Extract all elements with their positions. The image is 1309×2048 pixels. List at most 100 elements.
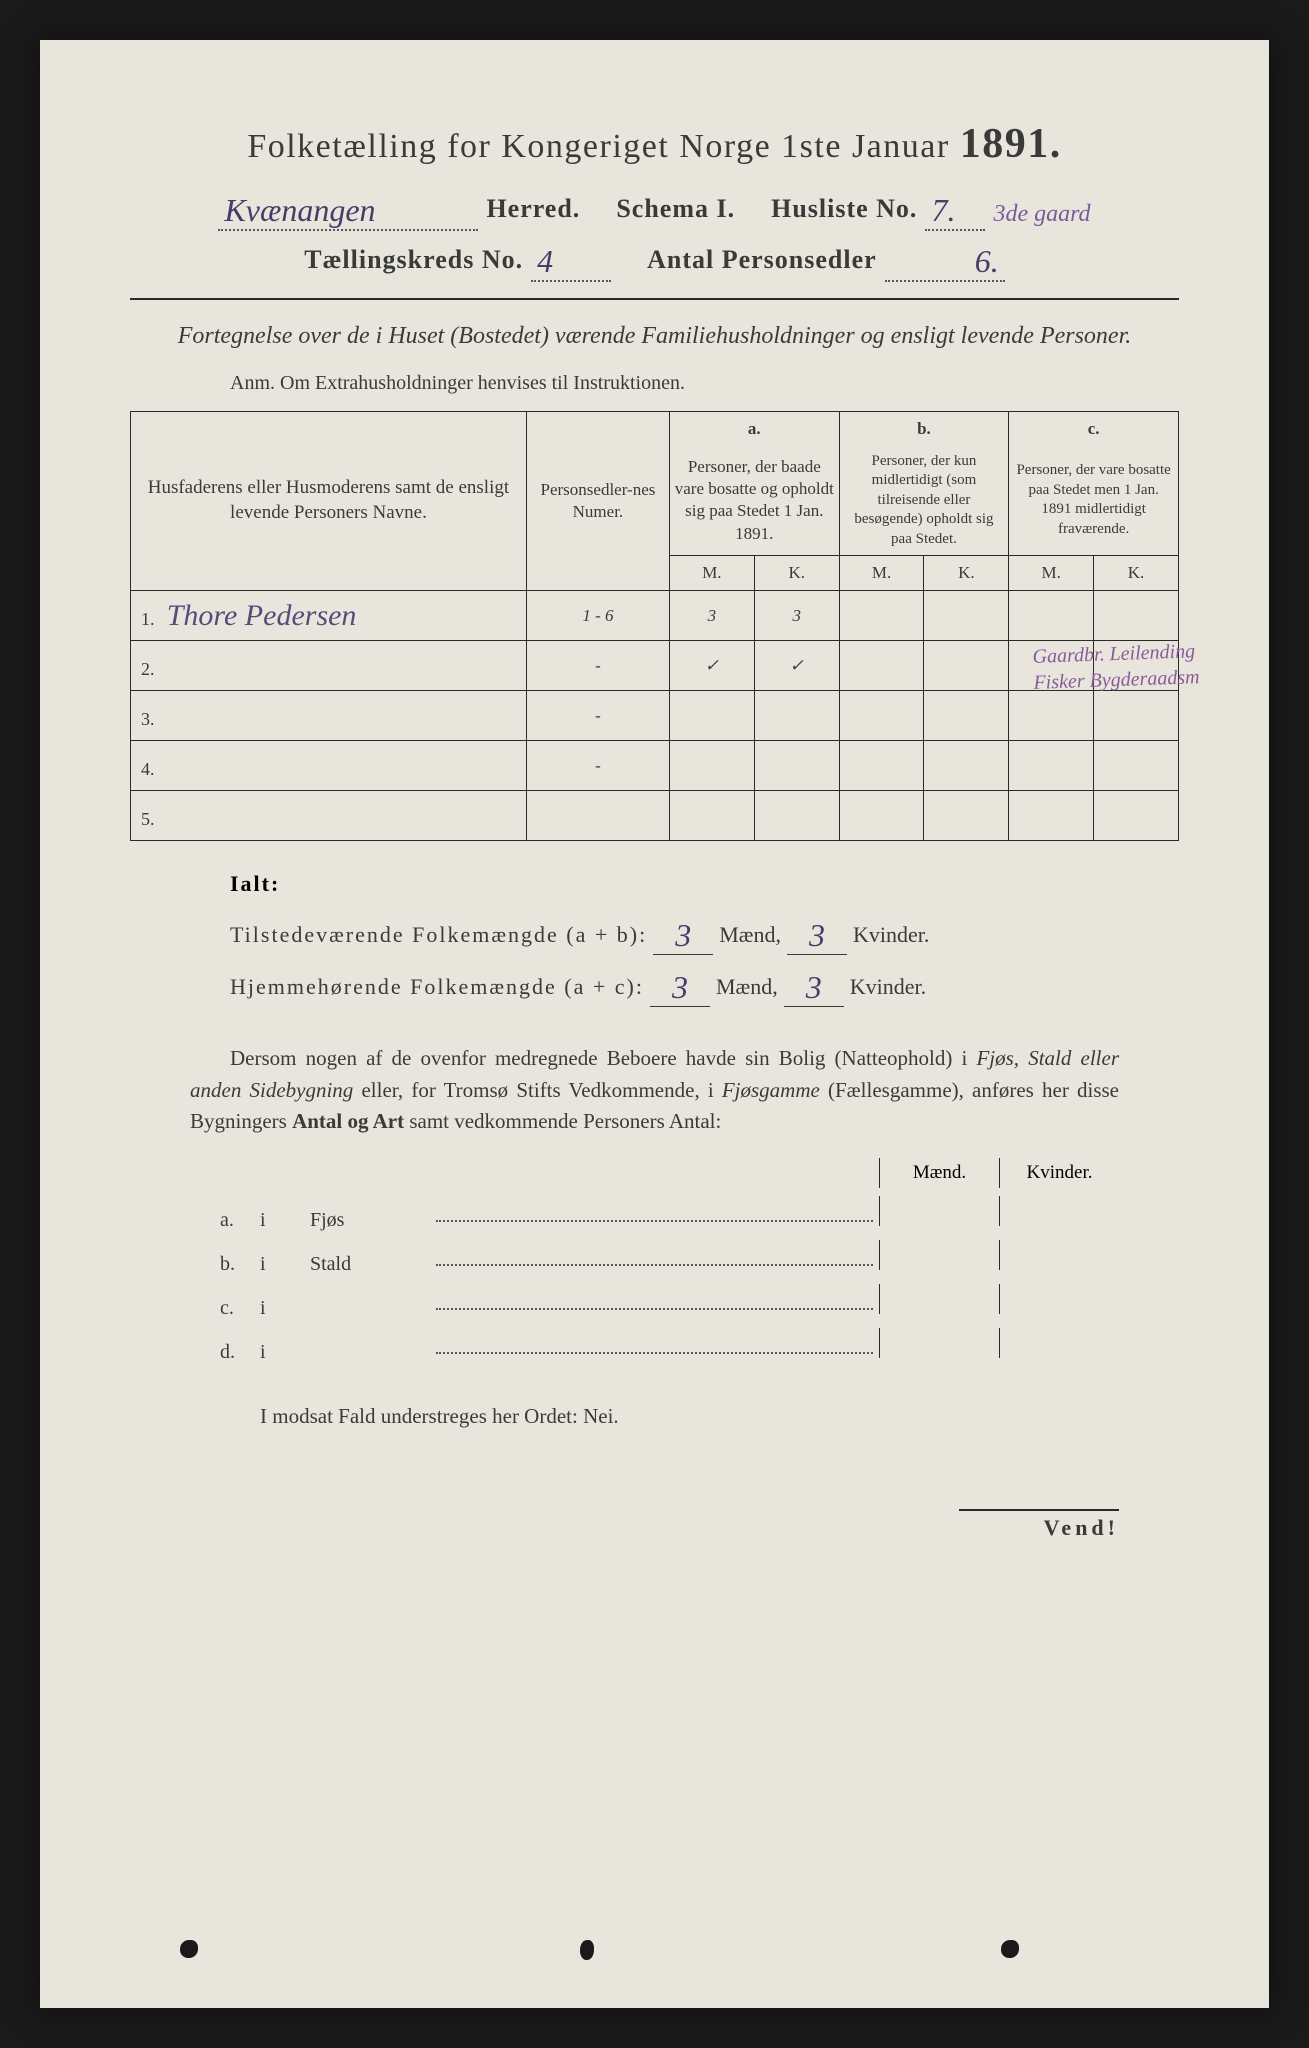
sub-kvinder-cell [999,1328,1119,1358]
sub-maend-cell [879,1240,999,1270]
tilstedevaerende-row: Tilstedeværende Folkemængde (a + b): 3 M… [230,913,1179,951]
sub-dots [436,1352,873,1354]
col-a-label-text: a. [748,419,761,438]
subtable-kvinder-label: Kvinder. [999,1158,1119,1188]
dwelling-subtable: Mænd. Kvinder. a. i Fjøs b. i Stald c. i… [220,1158,1119,1364]
main-census-table: Husfaderens eller Husmoderens samt de en… [130,411,1179,842]
a-m-cell: ✓ [669,641,754,691]
taellingskreds-label: Tællingskreds No. [304,245,523,275]
name-cell: 2. [131,641,527,691]
kvinder-label-1: Kvinder. [853,922,929,948]
row-number: 5. [141,809,155,829]
herred-value: Kvænangen [218,192,478,231]
title-line: Folketælling for Kongeriget Norge 1ste J… [130,120,1179,168]
schema-label: Schema I. [616,194,735,224]
subtable-row: a. i Fjøs [220,1196,1119,1232]
b-k-cell [924,591,1009,641]
sub-name: Fjøs [310,1209,430,1232]
sub-i: i [260,1341,310,1364]
census-form-document: Folketælling for Kongeriget Norge 1ste J… [40,40,1269,2008]
numer-cell: 1 - 6 [526,591,669,641]
vend-label: Vend! [959,1509,1119,1541]
col-b-m: M. [839,556,924,591]
a-m-cell [669,741,754,791]
col-a-k: K. [754,556,839,591]
b-m-cell [839,791,924,841]
col-b-label-text: b. [917,419,931,438]
col-c-label: c. [1009,411,1179,446]
sub-dots [436,1308,873,1310]
person-name: Thore Pedersen [167,599,357,632]
a-m-cell [669,691,754,741]
b-m-cell [839,741,924,791]
b-k-cell [924,791,1009,841]
name-cell: 5. [131,791,527,841]
title-main: Folketælling for Kongeriget Norge 1ste J… [247,128,949,165]
a-m-cell [669,791,754,841]
herred-label: Herred. [486,194,580,224]
inkblot [580,1940,594,1960]
taellingskreds-value: 4 [531,243,611,282]
sub-i: i [260,1253,310,1276]
dwelling-paragraph: Dersom nogen af de ovenfor medregnede Be… [190,1043,1119,1138]
sub-letter: b. [220,1253,260,1276]
husliste-note: 3de gaard [993,201,1090,228]
c-m-cell [1009,741,1094,791]
b-k-cell [924,691,1009,741]
col-c-m: M. [1009,556,1094,591]
ialt-label: Ialt: [230,871,1179,897]
margin-note-line-2: Fisker Bygderaadsm [1033,664,1200,696]
b-m-cell [839,591,924,641]
husliste-label: Husliste No. [771,194,917,224]
c-k-cell [1094,741,1179,791]
sub-letter: d. [220,1341,260,1364]
hjem-k-value: 3 [784,969,844,1007]
hjemmehoerende-row: Hjemmehørende Folkemængde (a + c): 3 Mæn… [230,965,1179,1003]
a-k-cell: ✓ [754,641,839,691]
sub-kvinder-cell [999,1196,1119,1226]
sub-letter: c. [220,1297,260,1320]
c-k-cell [1094,791,1179,841]
sub-dots [436,1264,873,1266]
row-number: 4. [141,759,155,779]
col-c-header: Personer, der vare bosatte paa Stedet me… [1009,446,1179,556]
antal-value: 6. [885,243,1005,282]
maend-label-2: Mænd, [716,974,778,1000]
antal-label: Antal Personsedler [647,245,877,275]
col-b-header: Personer, der kun midlertidigt (som tilr… [839,446,1009,556]
c-k-cell [1094,691,1179,741]
subtitle: Fortegnelse over de i Huset (Bostedet) v… [130,320,1179,354]
husliste-value: 7. [925,192,985,231]
col-a-header: Personer, der baade vare bosatte og opho… [669,446,839,556]
para-bold-1: Antal og Art [292,1109,404,1133]
sub-maend-cell [879,1284,999,1314]
numer-cell: - [526,691,669,741]
col-a-label: a. [669,411,839,446]
header-row-1: Kvænangen Herred. Schema I. Husliste No.… [130,188,1179,227]
name-cell: 1. Thore Pedersen [131,591,527,641]
modsat-line: I modsat Fald understreges her Ordet: Ne… [260,1404,1179,1429]
a-k-cell [754,691,839,741]
col-b-label: b. [839,411,1009,446]
kvinder-label-2: Kvinder. [850,974,926,1000]
col-numer-header: Personsedler-nes Numer. [526,411,669,591]
numer-cell: - [526,741,669,791]
a-k-cell [754,741,839,791]
c-m-cell [1009,791,1094,841]
anm-note: Anm. Om Extrahusholdninger henvises til … [230,372,1179,395]
table-row: 4. - [131,741,1179,791]
a-m-cell: 3 [669,591,754,641]
table-row: 1. Thore Pedersen 1 - 6 3 3 [131,591,1179,641]
table-row: 5. [131,791,1179,841]
sub-kvinder-cell [999,1240,1119,1270]
para-text-4: samt vedkommende Personers Antal: [404,1109,721,1133]
hjemmehoerende-label: Hjemmehørende Folkemængde (a + c): [230,974,644,1000]
subtable-head: Mænd. Kvinder. [220,1158,1119,1188]
table-row: 2. - ✓ ✓ [131,641,1179,691]
inkblot [1001,1940,1019,1958]
name-cell: 3. [131,691,527,741]
b-m-cell [839,691,924,741]
subtable-row: b. i Stald [220,1240,1119,1276]
subtable-row: c. i [220,1284,1119,1320]
c-m-cell [1009,591,1094,641]
